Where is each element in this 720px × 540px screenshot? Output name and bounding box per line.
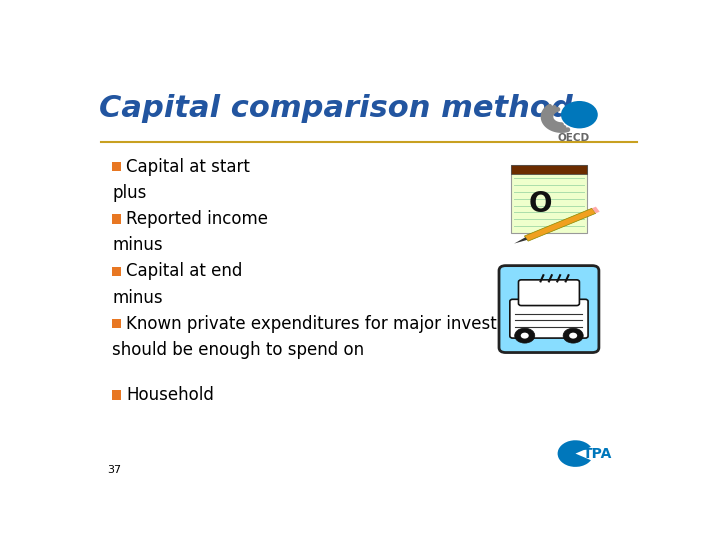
Text: Household: Household [126,386,214,404]
Circle shape [515,328,535,343]
Bar [112,162,121,171]
Bar [112,319,121,328]
Bar [112,214,121,224]
Circle shape [569,333,577,339]
Polygon shape [514,237,527,244]
Text: minus: minus [112,237,163,254]
Bar [511,165,587,233]
Circle shape [563,328,583,343]
Text: Known private expenditures for major investments: Known private expenditures for major inv… [126,315,549,333]
FancyBboxPatch shape [499,266,599,353]
Text: Reported income: Reported income [126,210,269,228]
Polygon shape [524,208,595,241]
Bar [511,165,587,174]
Bar [112,390,121,400]
Text: minus: minus [112,289,163,307]
Text: 37: 37 [107,465,121,475]
Text: should be enough to spend on: should be enough to spend on [112,341,364,359]
FancyBboxPatch shape [510,299,588,338]
Wedge shape [557,440,591,467]
Text: TPA: TPA [582,447,612,461]
Text: Capital at end: Capital at end [126,262,243,280]
Text: Capital at start: Capital at start [126,158,250,176]
Text: plus: plus [112,184,147,202]
Bar [112,267,121,276]
Circle shape [561,101,598,129]
Circle shape [521,333,528,339]
Text: Capital comparison method: Capital comparison method [99,94,572,123]
Polygon shape [592,207,600,213]
FancyBboxPatch shape [518,280,580,306]
Text: OECD: OECD [558,133,590,144]
Text: O: O [528,191,552,218]
